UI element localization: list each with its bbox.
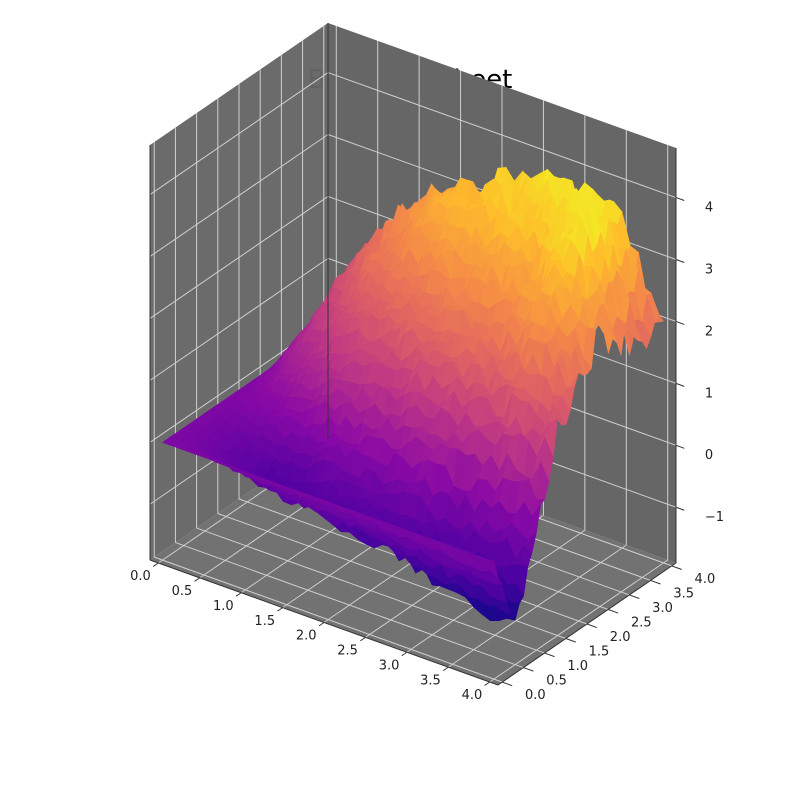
z-tick-mark xyxy=(675,259,685,263)
y-tick-mark xyxy=(565,638,576,643)
gridline-z-left xyxy=(149,257,329,381)
x-tick-label: 1.0 xyxy=(213,599,234,614)
z-tick-mark xyxy=(675,444,685,449)
gridline-y-floor xyxy=(175,542,524,669)
x-tick-label: 3.5 xyxy=(420,673,441,688)
x-tick-mark xyxy=(318,622,325,627)
y-tick-label: 1.5 xyxy=(589,644,610,659)
surface-plot xyxy=(161,166,665,622)
y-tick-label: 0.5 xyxy=(546,673,567,688)
z-tick-label: 0 xyxy=(705,448,713,463)
y-tick-mark xyxy=(608,609,619,614)
y-tick-mark xyxy=(671,565,682,570)
x-tick-label: 2.5 xyxy=(337,644,358,659)
x-tick-label: 0.5 xyxy=(172,584,193,599)
z-tick-mark xyxy=(675,320,685,325)
x-tick-label: 4.0 xyxy=(462,688,483,703)
y-tick-label: 4.0 xyxy=(695,572,716,587)
x-tick-mark xyxy=(484,681,490,686)
z-tick-label: 3 xyxy=(705,262,713,277)
y-tick-label: 2.0 xyxy=(610,630,631,645)
x-tick-mark xyxy=(235,592,242,597)
z-tick-label: 4 xyxy=(705,200,713,215)
y-tick-label: 1.0 xyxy=(567,659,588,674)
y-tick-mark xyxy=(544,652,555,658)
axes-lines xyxy=(149,23,685,687)
y-tick-mark xyxy=(502,681,513,687)
y-tick-mark xyxy=(523,667,534,672)
z-tick-mark xyxy=(675,382,685,387)
y-tick-mark xyxy=(629,594,640,599)
x-tick-label: 0.0 xyxy=(130,569,151,584)
x-tick-mark xyxy=(152,562,159,567)
y-tick-mark xyxy=(650,579,661,585)
y-tick-label: 3.5 xyxy=(673,586,694,601)
z-tick-label: 1 xyxy=(705,386,713,401)
y-tick-label: 0.0 xyxy=(525,688,546,703)
gridline-z-left xyxy=(149,196,329,319)
x-tick-label: 2.0 xyxy=(296,629,317,644)
z-tick-label: −1 xyxy=(705,510,724,525)
y-tick-mark xyxy=(586,623,598,629)
z-tick-mark xyxy=(675,506,685,511)
surface-patch xyxy=(485,558,499,579)
x-tick-mark xyxy=(194,577,200,582)
gridline-z-back xyxy=(327,72,677,199)
y-tick-label: 3.0 xyxy=(652,601,673,616)
x-tick-mark xyxy=(401,651,408,657)
z-tick-label: 2 xyxy=(705,324,713,339)
x-tick-mark xyxy=(442,666,449,672)
gridline-y-floor xyxy=(154,556,503,683)
gridline-z-left xyxy=(149,134,329,257)
x-tick-mark xyxy=(277,607,283,612)
x-tick-mark xyxy=(360,636,366,642)
x-tick-label: 1.5 xyxy=(254,614,275,629)
gridline-y-floor xyxy=(196,527,545,654)
z-tick-mark xyxy=(675,197,685,201)
y-tick-label: 2.5 xyxy=(631,615,652,630)
gridline-z-left xyxy=(149,72,329,195)
tick-labels: 0.00.51.01.52.02.53.03.54.0 0.00.51.01.52… xyxy=(130,200,724,703)
x-tick-label: 3.0 xyxy=(379,658,400,673)
